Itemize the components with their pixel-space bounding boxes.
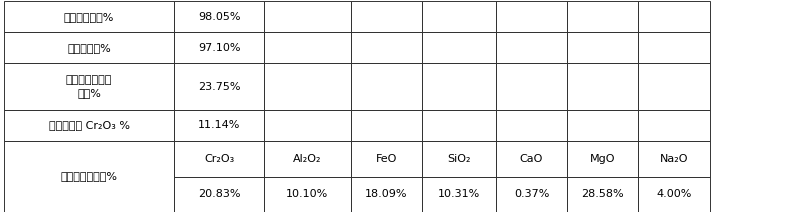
Bar	[174, 110, 264, 141]
Text: Cr₂O₃: Cr₂O₃	[204, 154, 234, 164]
Bar	[567, 32, 638, 63]
Text: 三次铬渣成份：%: 三次铬渣成份：%	[61, 171, 118, 181]
Text: SiO₂: SiO₂	[447, 154, 470, 164]
Bar	[567, 1, 638, 32]
Text: 4.00%: 4.00%	[656, 189, 692, 199]
Bar	[351, 177, 422, 212]
Bar	[264, 1, 351, 32]
Text: 98.05%: 98.05%	[198, 12, 240, 22]
Bar	[638, 63, 710, 110]
Text: 熟料中水溶 Cr₂O₃ %: 熟料中水溶 Cr₂O₃ %	[49, 121, 130, 131]
Text: 11.14%: 11.14%	[198, 121, 240, 131]
Bar	[422, 110, 496, 141]
Bar	[496, 32, 567, 63]
Bar	[174, 32, 264, 63]
Bar	[4, 32, 174, 63]
Bar	[264, 177, 351, 212]
Bar	[174, 63, 264, 110]
Bar	[638, 110, 710, 141]
Bar	[422, 63, 496, 110]
Bar	[4, 63, 174, 110]
Bar	[496, 1, 567, 32]
Bar	[174, 177, 264, 212]
Bar	[174, 141, 264, 177]
Bar	[174, 1, 264, 32]
Bar	[351, 63, 422, 110]
Bar	[422, 141, 496, 177]
Bar	[567, 110, 638, 141]
Bar	[496, 177, 567, 212]
Text: MgO: MgO	[590, 154, 615, 164]
Text: 10.10%: 10.10%	[286, 189, 329, 199]
Bar	[351, 32, 422, 63]
Bar	[638, 32, 710, 63]
Text: 熟料中铬酸钠含
量：%: 熟料中铬酸钠含 量：%	[66, 75, 112, 98]
Text: Al₂O₂: Al₂O₂	[293, 154, 322, 164]
Text: 28.58%: 28.58%	[582, 189, 624, 199]
Bar	[638, 141, 710, 177]
Bar	[496, 110, 567, 141]
Text: 纯碱利用率：%: 纯碱利用率：%	[64, 12, 114, 22]
Text: 20.83%: 20.83%	[198, 189, 240, 199]
Text: 10.31%: 10.31%	[438, 189, 480, 199]
Text: FeO: FeO	[376, 154, 398, 164]
Bar	[567, 141, 638, 177]
Bar	[638, 177, 710, 212]
Text: 熟料烧得率%: 熟料烧得率%	[67, 43, 111, 53]
Bar	[422, 32, 496, 63]
Bar	[264, 141, 351, 177]
Text: Na₂O: Na₂O	[660, 154, 688, 164]
Bar	[351, 141, 422, 177]
Bar	[567, 177, 638, 212]
Bar	[264, 63, 351, 110]
Bar	[351, 1, 422, 32]
Bar	[351, 110, 422, 141]
Text: 18.09%: 18.09%	[366, 189, 408, 199]
Text: 97.10%: 97.10%	[198, 43, 240, 53]
Bar	[4, 141, 174, 212]
Text: CaO: CaO	[520, 154, 543, 164]
Bar	[496, 141, 567, 177]
Bar	[496, 63, 567, 110]
Text: 0.37%: 0.37%	[514, 189, 549, 199]
Bar	[4, 110, 174, 141]
Bar	[264, 32, 351, 63]
Bar	[264, 110, 351, 141]
Bar	[638, 1, 710, 32]
Bar	[567, 63, 638, 110]
Bar	[4, 1, 174, 32]
Text: 23.75%: 23.75%	[198, 82, 240, 92]
Bar	[422, 177, 496, 212]
Bar	[422, 1, 496, 32]
